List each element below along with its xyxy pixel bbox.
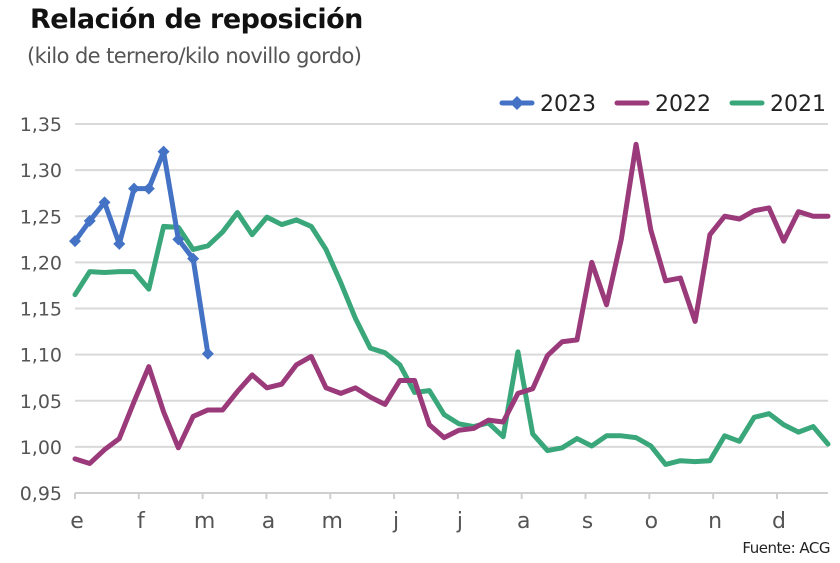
x-tick-label: d [772,509,786,534]
x-tick-label: e [70,509,84,534]
series-2022 [72,141,831,466]
legend: 2023 2022 2021 [499,92,826,117]
legend-item-2021: 2021 [729,92,826,117]
y-tick-label: 1,05 [20,391,62,413]
x-tick-label: o [645,509,658,534]
y-tick-label: 1,20 [20,252,62,274]
y-tick-label: 1,15 [20,299,62,321]
legend-label: 2022 [655,92,711,117]
legend-item-2023: 2023 [499,92,596,117]
legend-label: 2023 [540,92,596,117]
line-2022 [72,141,831,466]
x-tick-label: n [708,509,722,534]
x-tick-label: f [137,509,146,534]
y-tick-label: 0,95 [20,483,62,505]
x-tick-label: j [392,509,399,534]
gridlines [75,123,828,448]
y-tick-label: 1,10 [20,345,62,367]
x-tick-label: a [262,509,275,534]
legend-marker-icon [510,96,524,110]
x-tick-label: j [456,509,463,534]
source-note: Fuente: ACG [742,539,830,557]
data-point-2023 [83,214,96,227]
x-tick-label: m [194,509,215,534]
line-2023 [72,149,211,357]
series-lines [69,141,831,467]
y-tick-label: 1,00 [20,437,62,459]
data-point-2023 [172,233,185,246]
y-tick-label: 1,35 [20,114,62,136]
y-axis-tick-labels: 0,95 1,00 1,05 1,10 1,15 1,20 1,25 1,30 1,35 [20,114,62,505]
legend-item-2022: 2022 [614,92,711,117]
series-2021 [72,210,831,467]
legend-label: 2021 [770,92,826,117]
x-tick-label: s [582,509,593,534]
y-tick-label: 1,25 [20,206,62,228]
data-point-2023 [69,235,81,248]
x-tick-label: a [517,509,530,534]
data-point-2023 [187,252,200,265]
line-2021 [72,210,831,467]
y-tick-label: 1,30 [20,160,62,182]
chart-subtitle: (kilo de ternero/kilo novillo gordo) [27,44,362,68]
data-point-2023 [113,237,126,250]
data-point-2023 [128,182,141,195]
x-tick-label: m [322,509,343,534]
chart-title: Relación de reposición [30,4,363,35]
data-point-2023 [98,196,111,209]
series-2023 [69,145,214,360]
data-point-2023 [157,145,170,158]
data-point-2023 [142,182,155,195]
data-point-2023 [201,347,214,360]
